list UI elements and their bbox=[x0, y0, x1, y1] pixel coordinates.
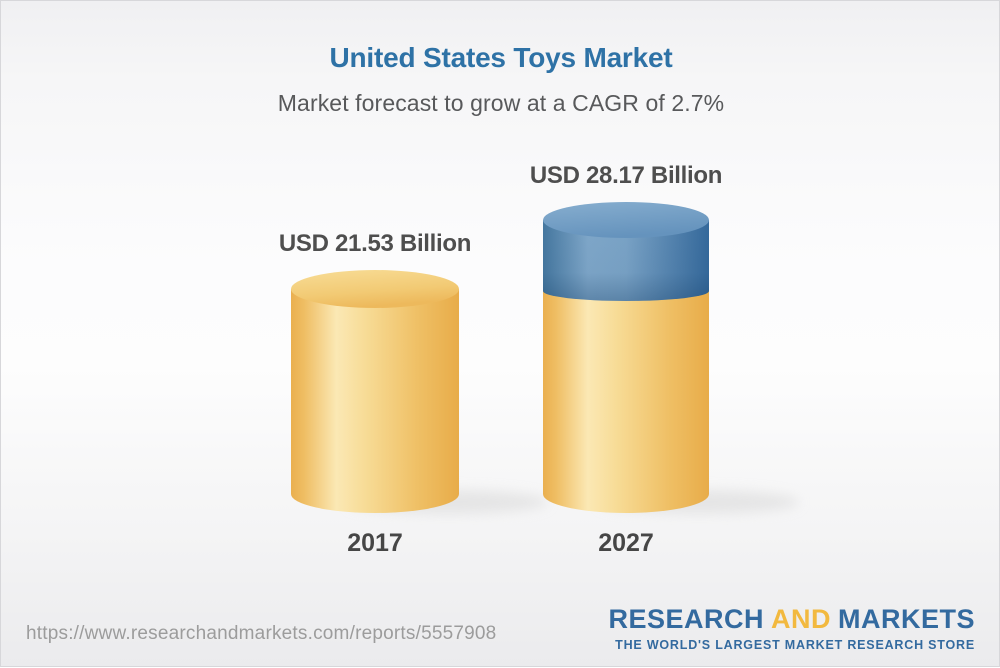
logo-wordmark: RESEARCH AND MARKETS bbox=[608, 604, 975, 634]
category-label-2017: 2017 bbox=[347, 529, 403, 557]
page-title: United States Toys Market bbox=[329, 42, 673, 73]
logo-tagline: THE WORLD'S LARGEST MARKET RESEARCH STOR… bbox=[615, 638, 975, 652]
report-url: https://www.researchandmarkets.com/repor… bbox=[26, 623, 497, 644]
cylinder-2017 bbox=[291, 270, 459, 513]
cylinder-2017-body bbox=[291, 289, 459, 513]
value-label-2017: USD 21.53 Billion bbox=[278, 230, 472, 257]
page-subtitle: Market forecast to grow at a CAGR of 2.7… bbox=[277, 90, 725, 116]
cylinder-2017-top bbox=[291, 270, 459, 308]
cylinder-2027 bbox=[543, 202, 709, 513]
cylinder-2027-growth-top bbox=[543, 202, 709, 238]
logo-research-text: RESEARCH bbox=[608, 604, 764, 634]
logo-and-text: AND bbox=[771, 604, 831, 634]
cylinder-2027-growth-body-shade bbox=[543, 220, 709, 301]
cylinder-2027-base-body bbox=[543, 291, 709, 513]
research-and-markets-logo: RESEARCH AND MARKETS THE WORLD'S LARGEST M… bbox=[608, 604, 975, 652]
logo-markets-text: MARKETS bbox=[838, 604, 975, 634]
value-label-2027: USD 28.17 Billion bbox=[529, 162, 723, 189]
category-label-2027: 2027 bbox=[598, 529, 654, 557]
chart-header: United States Toys Market Market forecas… bbox=[1, 41, 1000, 117]
